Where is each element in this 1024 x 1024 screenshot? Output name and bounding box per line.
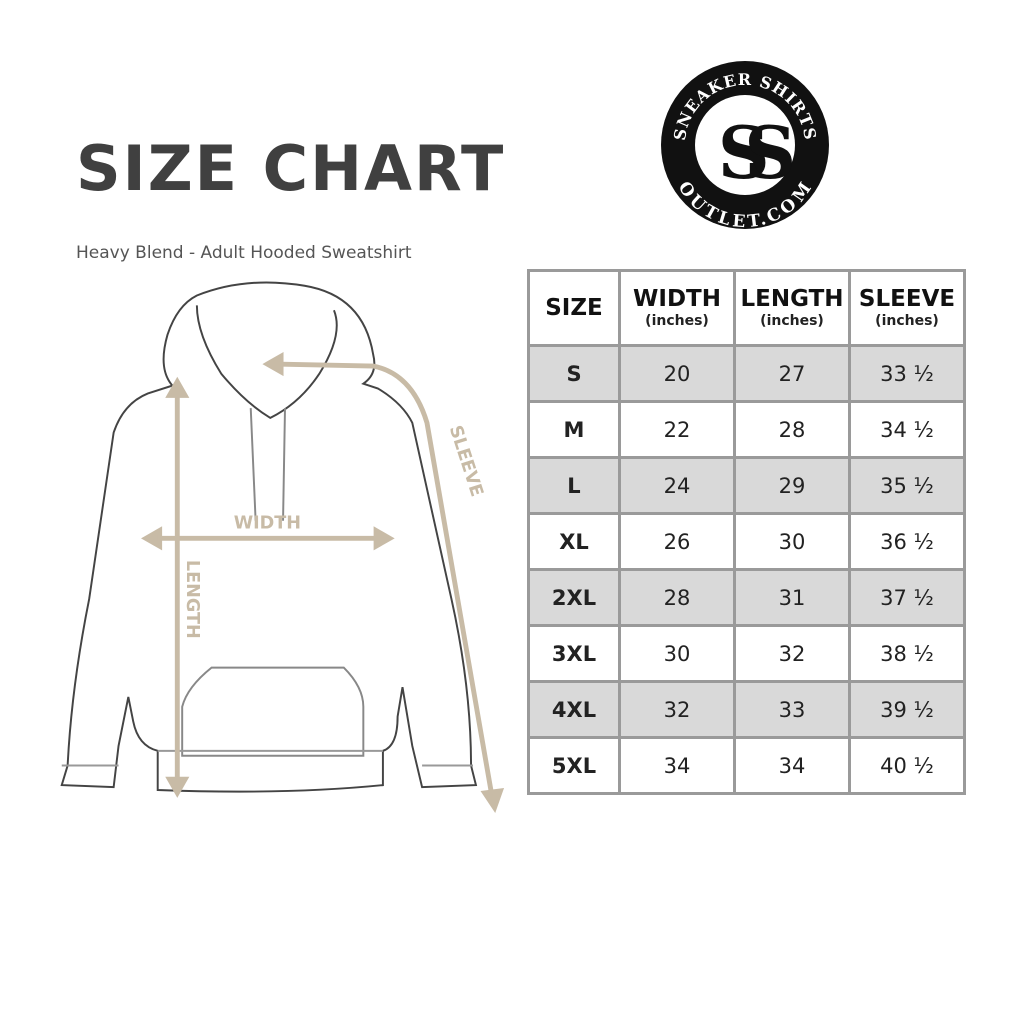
length-cell: 28 <box>733 400 851 459</box>
brand-logo: SNEAKER SHIRTS OUTLET.COM SS <box>661 61 829 230</box>
table-row: M 22 28 34 ½ <box>527 400 966 459</box>
width-cell: 34 <box>618 736 736 795</box>
width-cell: 32 <box>618 680 736 739</box>
width-cell: 22 <box>618 400 736 459</box>
header-label: SLEEVE <box>858 286 956 312</box>
header-width: WIDTH (inches) <box>618 269 736 347</box>
table-row: S 20 27 33 ½ <box>527 344 966 403</box>
table-row: XL 26 30 36 ½ <box>527 512 966 571</box>
page-title: SIZE CHART <box>76 132 506 205</box>
length-cell: 29 <box>733 456 851 515</box>
sleeve-cell: 33 ½ <box>848 344 966 403</box>
length-cell: 33 <box>733 680 851 739</box>
table-row: 2XL 28 31 37 ½ <box>527 568 966 627</box>
width-cell: 20 <box>618 344 736 403</box>
measurement-arrows <box>141 352 505 814</box>
size-cell: 2XL <box>527 568 621 627</box>
table-row: 5XL 34 34 40 ½ <box>527 736 966 795</box>
table-header-row: SIZE WIDTH (inches) LENGTH (inches) SLEEVE… <box>527 269 966 347</box>
table-row: 4XL 32 33 39 ½ <box>527 680 966 739</box>
width-cell: 28 <box>618 568 736 627</box>
sleeve-cell: 37 ½ <box>848 568 966 627</box>
width-cell: 26 <box>618 512 736 571</box>
hoodie-diagram: WIDTH LENGTH SLEEVE <box>60 281 505 814</box>
header-unit: (inches) <box>875 313 939 329</box>
header-label: LENGTH <box>740 286 844 312</box>
header-unit: (inches) <box>760 313 824 329</box>
size-cell: M <box>527 400 621 459</box>
header-label: WIDTH <box>633 286 721 312</box>
table-row: L 24 29 35 ½ <box>527 456 966 515</box>
header-sleeve: SLEEVE (inches) <box>848 269 966 347</box>
sleeve-cell: 35 ½ <box>848 456 966 515</box>
sleeve-cell: 40 ½ <box>848 736 966 795</box>
width-cell: 30 <box>618 624 736 683</box>
length-cell: 31 <box>733 568 851 627</box>
width-label: WIDTH <box>234 514 301 534</box>
length-cell: 27 <box>733 344 851 403</box>
sleeve-cell: 38 ½ <box>848 624 966 683</box>
length-cell: 34 <box>733 736 851 795</box>
header-size: SIZE <box>527 269 621 347</box>
header-unit: (inches) <box>645 313 709 329</box>
width-cell: 24 <box>618 456 736 515</box>
table-row: 3XL 30 32 38 ½ <box>527 624 966 683</box>
hoodie-outline <box>60 281 478 793</box>
size-cell: XL <box>527 512 621 571</box>
size-cell: 5XL <box>527 736 621 795</box>
size-cell: 3XL <box>527 624 621 683</box>
length-cell: 30 <box>733 512 851 571</box>
size-cell: 4XL <box>527 680 621 739</box>
size-cell: S <box>527 344 621 403</box>
header-length: LENGTH (inches) <box>733 269 851 347</box>
sleeve-cell: 34 ½ <box>848 400 966 459</box>
size-table: SIZE WIDTH (inches) LENGTH (inches) SLEEVE… <box>527 269 966 795</box>
length-label: LENGTH <box>182 560 202 639</box>
length-cell: 32 <box>733 624 851 683</box>
sleeve-cell: 39 ½ <box>848 680 966 739</box>
product-subtitle: Heavy Blend - Adult Hooded Sweatshirt <box>76 243 412 263</box>
sleeve-cell: 36 ½ <box>848 512 966 571</box>
sleeve-label: SLEEVE <box>445 423 487 499</box>
size-cell: L <box>527 456 621 515</box>
header-label: SIZE <box>545 295 603 321</box>
